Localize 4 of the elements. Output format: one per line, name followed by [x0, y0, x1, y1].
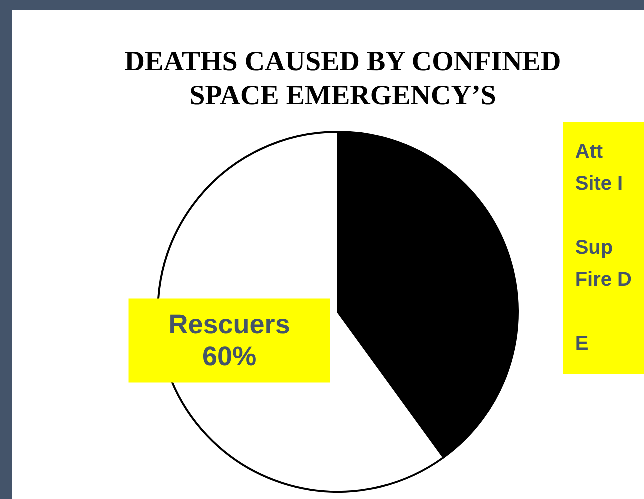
data-label: 60%: [202, 342, 257, 372]
chart-title: DEATHS CAUSED BY CONFINED SPACE EMERGENCY’S: [124, 46, 562, 112]
slice-label: Rescuers: [168, 310, 290, 340]
text: Att Site I Sup Fire D E: [575, 141, 632, 355]
